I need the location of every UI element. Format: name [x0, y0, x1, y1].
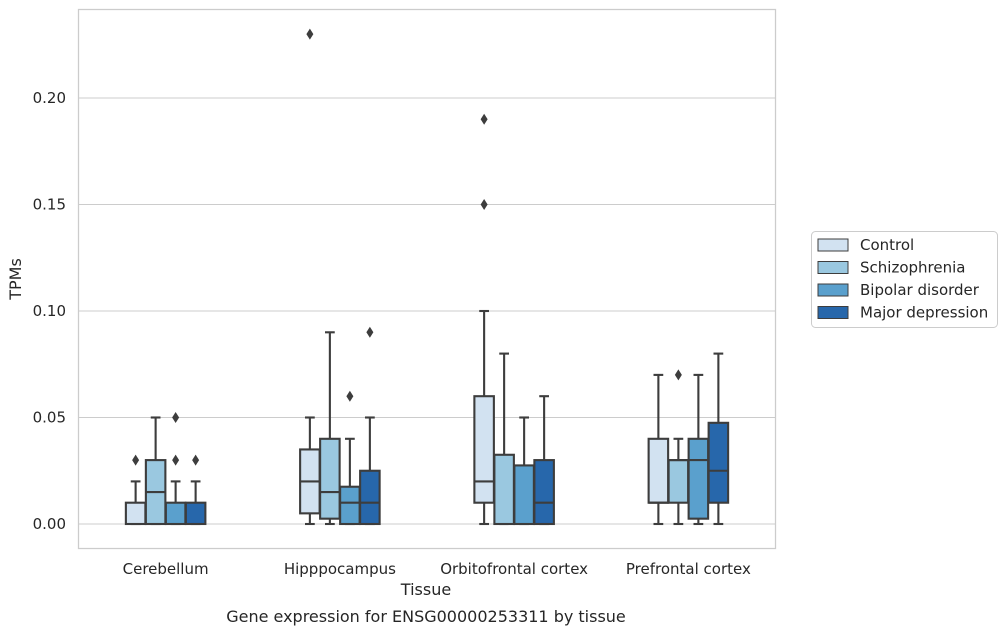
y-tick-label: 0.05 — [33, 409, 66, 427]
outlier-marker — [480, 113, 488, 125]
y-tick-label: 0.20 — [33, 89, 66, 107]
x-tick-label: Orbitofrontal cortex — [440, 560, 588, 578]
box-3-3 — [513, 416, 535, 526]
box-iqr — [359, 469, 381, 526]
outlier-marker — [674, 369, 682, 381]
legend-swatch — [817, 306, 849, 319]
plot-area — [124, 28, 730, 526]
legend-label: Bipolar disorder — [860, 281, 980, 299]
y-axis-ticks: 0.00 0.05 0.10 0.15 0.20 — [33, 89, 66, 533]
y-axis-label: TPMs — [6, 258, 25, 301]
legend-swatch — [817, 283, 849, 297]
y-tick-label: 0.15 — [33, 196, 66, 214]
box-1-1 — [124, 454, 147, 526]
box-2-3 — [493, 352, 515, 526]
x-axis-ticks: Cerebellum Hipppocampus Orbitofrontal cort… — [123, 560, 751, 578]
legend-swatch — [817, 261, 849, 274]
outlier-marker — [480, 199, 488, 210]
box-2-1 — [144, 416, 167, 526]
box-4-3 — [533, 395, 555, 526]
box-3-4 — [687, 373, 710, 526]
box-iqr — [124, 501, 147, 526]
x-tick-label: Prefrontal cortex — [626, 560, 751, 578]
outlier-marker — [306, 28, 314, 40]
chart-caption: Gene expression for ENSG00000253311 by t… — [226, 607, 626, 626]
box-2-2 — [319, 331, 341, 526]
x-axis-label: Tissue — [400, 580, 451, 599]
box-iqr — [493, 453, 515, 526]
legend-frame — [811, 231, 998, 328]
box-4-2 — [359, 326, 381, 526]
legend: Control Schizophrenia Bipolar disorder Majo… — [811, 231, 998, 328]
box-2-4 — [667, 369, 690, 526]
box-4-1 — [184, 454, 207, 526]
box-4-4 — [707, 352, 730, 526]
box-iqr — [319, 437, 341, 520]
plot-frame — [77, 8, 777, 550]
box-1-3 — [473, 113, 495, 526]
outlier-marker — [346, 390, 354, 402]
box-3-1 — [164, 412, 187, 526]
legend-label: Schizophrenia — [860, 259, 965, 277]
box-iqr — [687, 437, 710, 520]
box-3-2 — [339, 390, 361, 526]
outlier-marker — [366, 326, 374, 338]
outlier-marker — [132, 454, 140, 466]
box-iqr — [667, 459, 690, 504]
box-iqr — [184, 501, 207, 526]
y-tick-label: 0.00 — [33, 515, 66, 533]
legend-label: Control — [860, 236, 914, 254]
x-tick-label: Hipppocampus — [284, 560, 396, 578]
box-iqr — [647, 437, 670, 504]
box-iqr — [707, 421, 730, 504]
outlier-marker — [172, 412, 180, 423]
outlier-marker — [172, 454, 180, 466]
legend-swatch — [817, 238, 849, 252]
legend-label: Major depression — [860, 304, 988, 322]
box-1-2 — [299, 28, 321, 526]
box-iqr — [513, 464, 535, 526]
box-iqr — [164, 501, 187, 526]
box-iqr — [473, 395, 495, 504]
x-tick-label: Cerebellum — [123, 560, 209, 578]
box-iqr — [533, 459, 555, 526]
y-tick-label: 0.10 — [33, 302, 66, 320]
outlier-marker — [192, 454, 200, 466]
box-1-4 — [647, 373, 670, 526]
box-iqr — [339, 485, 361, 526]
